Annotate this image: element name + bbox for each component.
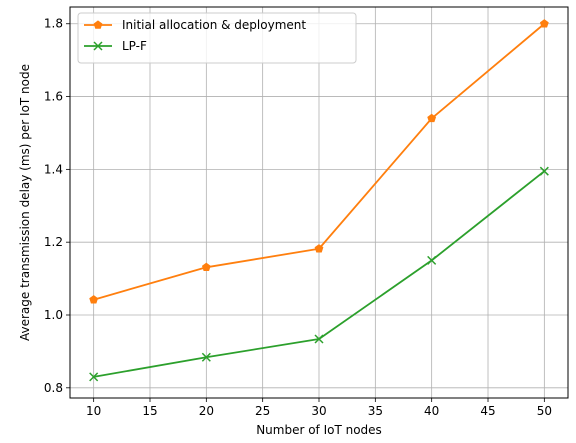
- legend: Initial allocation & deployment LP-F: [77, 12, 357, 64]
- series: [89, 166, 549, 382]
- x-tick-label: 40: [424, 404, 439, 418]
- x-tick-label: 30: [311, 404, 326, 418]
- legend-box: [77, 12, 357, 64]
- data-point: [539, 19, 549, 28]
- marker-stroke: [539, 166, 549, 176]
- data-point: [89, 372, 99, 382]
- legend-item: LP-F: [84, 39, 147, 53]
- x-tick-label: 10: [86, 404, 101, 418]
- data-point: [93, 41, 103, 51]
- y-tick-label: 1.8: [44, 17, 63, 31]
- series-lines: [89, 19, 549, 382]
- x-tick-label: 50: [537, 404, 552, 418]
- x-tick-label: 25: [255, 404, 270, 418]
- legend-label: LP-F: [122, 39, 147, 53]
- marker-stroke: [314, 334, 324, 344]
- legend-item: Initial allocation & deployment: [84, 18, 306, 32]
- grid-lines: [70, 7, 568, 398]
- data-point: [93, 20, 103, 29]
- data-point: [201, 352, 211, 362]
- data-point: [314, 244, 324, 253]
- x-tick-label: 45: [480, 404, 495, 418]
- y-tick-label: 1.0: [44, 308, 63, 322]
- y-tick-label: 1.6: [44, 90, 63, 104]
- x-tick-label: 35: [368, 404, 383, 418]
- data-point: [314, 334, 324, 344]
- data-point: [539, 166, 549, 176]
- axis-ticks: 10 15 20 25 30 35 40 45 50 0.8 1.0 1.2 1.4 1.6 1.8: [44, 17, 552, 418]
- y-tick-label: 1.4: [44, 162, 63, 176]
- y-tick-label: 0.8: [44, 381, 63, 395]
- data-point: [427, 255, 437, 265]
- marker-stroke: [93, 41, 103, 51]
- y-tick-label: 1.2: [44, 235, 63, 249]
- x-axis-label: Number of IoT nodes: [256, 423, 382, 437]
- data-point: [427, 113, 437, 123]
- x-tick-label: 15: [142, 404, 157, 418]
- marker-stroke: [89, 372, 99, 382]
- data-point: [89, 295, 99, 304]
- legend-label: Initial allocation & deployment: [122, 18, 306, 32]
- marker-stroke: [427, 255, 437, 265]
- y-axis-label: Average transmission delay (ms) per IoT …: [18, 64, 32, 341]
- marker-stroke: [201, 352, 211, 362]
- data-point: [201, 262, 211, 272]
- x-tick-label: 20: [199, 404, 214, 418]
- series: [89, 19, 549, 304]
